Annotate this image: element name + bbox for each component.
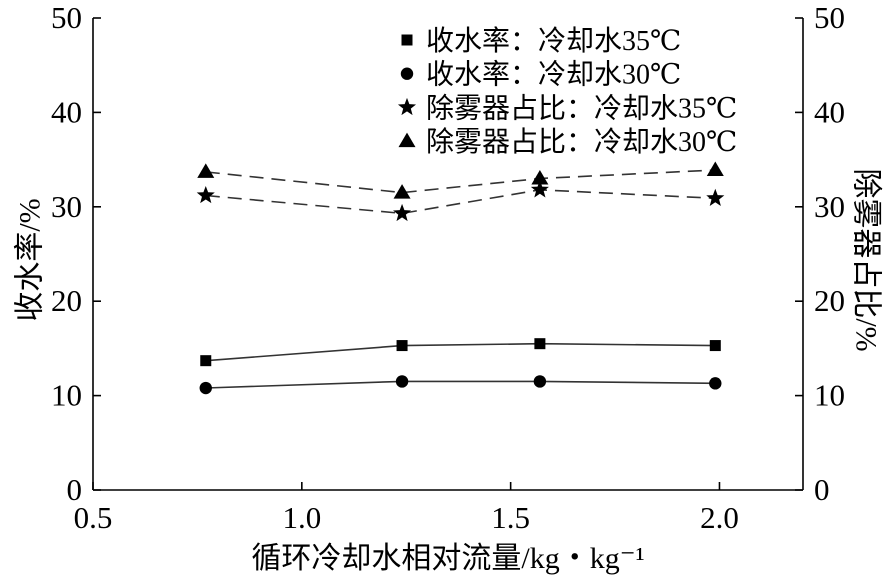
legend-square-marker-icon xyxy=(401,34,413,46)
series-1-point-4 xyxy=(709,340,721,352)
legend-star-marker-icon xyxy=(397,97,417,116)
series-4-point-3 xyxy=(531,169,549,185)
series-4-line xyxy=(205,169,716,194)
y-tick-label-left: 50 xyxy=(51,0,82,35)
series-3-point-3 xyxy=(530,180,549,198)
y-tick-label-right: 40 xyxy=(814,94,845,129)
series-3-point-1 xyxy=(196,185,215,204)
series-3-line xyxy=(205,188,716,215)
series-2-point-2 xyxy=(395,375,409,388)
series-1-point-2 xyxy=(396,340,408,352)
legend-triangle-marker-icon xyxy=(398,132,416,148)
legend-entry-label: 除雾器占比：冷却水35℃ xyxy=(426,92,737,124)
legend-entry-label: 收水率：冷却水35℃ xyxy=(426,25,681,57)
y-tick-label-right: 50 xyxy=(814,0,845,35)
y-tick-label-right: 0 xyxy=(814,472,830,507)
series-4-point-2 xyxy=(393,184,411,199)
x-tick-label: 2.0 xyxy=(700,500,739,535)
y-tick-label-left: 0 xyxy=(67,472,83,507)
series-2-point-3 xyxy=(533,375,547,388)
y-tick-label-left: 20 xyxy=(51,283,82,318)
y-tick-label-left: 30 xyxy=(51,189,82,224)
series-3-point-2 xyxy=(393,203,412,222)
x-tick-label: 1.5 xyxy=(491,500,530,535)
series-2-line xyxy=(205,380,716,389)
x-axis-title: 循环冷却水相对流量/kg・kg⁻¹ xyxy=(251,542,644,575)
series-2-point-4 xyxy=(709,377,722,390)
y-tick-label-left: 10 xyxy=(51,378,82,413)
y-tick-label-right: 10 xyxy=(814,378,845,413)
legend-entry-label: 除雾器占比：冷却水30℃ xyxy=(426,126,737,158)
series-3-point-4 xyxy=(706,188,725,206)
legend-entry-label: 收水率：冷却水30℃ xyxy=(426,59,681,91)
series-1-point-3 xyxy=(534,338,546,350)
series-4-point-4 xyxy=(706,161,724,176)
series-4-point-1 xyxy=(197,163,215,178)
series-1-line xyxy=(205,342,716,362)
y-tick-label-left: 40 xyxy=(51,94,82,129)
series-1-point-1 xyxy=(200,355,212,367)
x-tick-label: 0.5 xyxy=(74,500,113,535)
series-2-point-1 xyxy=(199,381,212,395)
y-axis-right-title: 除雾器占比/% xyxy=(850,168,883,351)
y-axis-left-title: 收水率/% xyxy=(14,198,47,321)
x-tick-label: 1.0 xyxy=(282,500,321,535)
y-tick-label-right: 30 xyxy=(814,189,845,224)
legend-circle-marker-icon xyxy=(400,67,414,80)
y-tick-label-right: 20 xyxy=(814,283,845,318)
